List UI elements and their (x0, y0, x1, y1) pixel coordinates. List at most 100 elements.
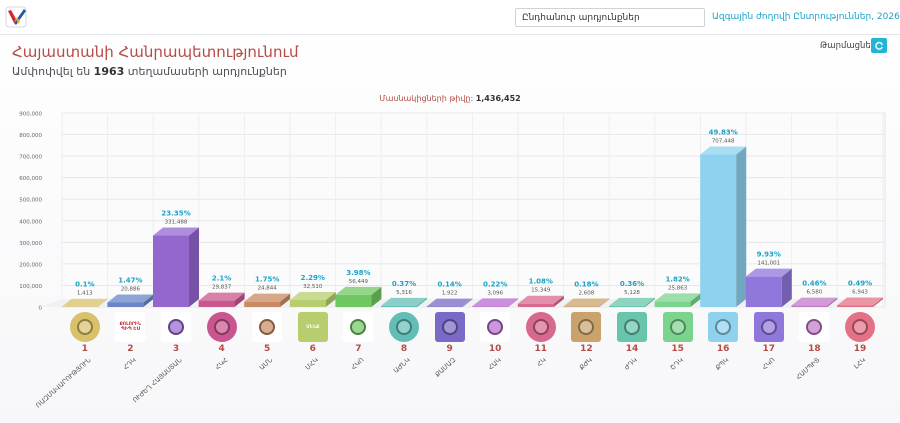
bar-front[interactable] (563, 306, 600, 307)
bar-front[interactable] (517, 303, 554, 307)
party-logo-icon[interactable] (662, 312, 693, 342)
bar-value-label: 24,844 (258, 286, 278, 292)
party-logo-icon[interactable] (617, 312, 647, 342)
bar-value-label: 56,449 (349, 279, 369, 285)
election-title-link[interactable]: Ազգային ժողովի Ընտրություններ, 2026 (712, 12, 900, 22)
bar-top (563, 298, 610, 307)
bar-front[interactable] (107, 302, 144, 307)
bar-percent-label: 0.14% (437, 281, 461, 289)
bar-top (61, 298, 108, 307)
page-title: Հայաստանի Հանրապետությունում (12, 43, 299, 61)
party-logo-icon[interactable] (389, 312, 419, 342)
party-logo-icon[interactable] (845, 312, 875, 342)
party-number: 1 (81, 344, 88, 354)
bar-front[interactable] (153, 235, 189, 307)
party-number: 8 (400, 344, 408, 354)
party-slot[interactable]: 15 ՇԴԿ (662, 312, 694, 372)
bar-front[interactable] (244, 301, 281, 307)
party-slot[interactable]: 3 ՈՒԺԵՂ ՀԱՅԱՍՏԱՆ (131, 312, 192, 404)
party-logo-icon[interactable] (571, 312, 602, 342)
party-logo-mark (760, 319, 777, 335)
bar-percent-label: 3.98% (346, 269, 370, 277)
bar-front[interactable] (289, 299, 326, 307)
party-slot[interactable]: 5 ԱՄՆ (251, 312, 283, 372)
bar-top (609, 297, 655, 306)
bar-percent-label: 1.47% (118, 276, 142, 284)
bar-side (280, 293, 291, 307)
party-logo-icon[interactable] (799, 312, 830, 342)
party-logo-icon[interactable]: ՔՈԼՈՐԻՆ ՊԻՊ ԵՍ (115, 312, 146, 342)
party-slot[interactable]: ՄԵՆՔ 6 ՄՀԿ (297, 312, 329, 372)
party-slot[interactable]: 1 ՌԱԶՄԱՎԱՐՈՒԹՅՈՒՆ (34, 312, 101, 410)
party-logo-icon[interactable] (525, 312, 556, 342)
party-number: 12 (580, 344, 593, 354)
party-slot[interactable]: 10 ՀԱԿ (479, 312, 511, 372)
bar-side (781, 268, 792, 307)
party-logo-icon[interactable] (252, 312, 283, 342)
bar-front[interactable] (472, 306, 509, 307)
y-tick-label: 900,000 (19, 112, 42, 118)
party-slot[interactable]: 16 ՔՊԿ (707, 312, 739, 372)
party-logo-mark (715, 319, 732, 335)
party-number: 15 (671, 344, 684, 354)
party-slot[interactable]: 17 ՀԿՈ (753, 312, 785, 371)
party-number: 9 (446, 344, 453, 354)
bar-value-label: 5,316 (396, 290, 412, 296)
party-logo-mark (441, 319, 458, 335)
party-slot[interactable]: 19 ԼՀԿ (844, 312, 876, 371)
bar-front[interactable] (609, 305, 645, 307)
party-logo-mark (487, 319, 504, 335)
party-slot[interactable]: 8 ԱԺՆԿ (388, 312, 420, 375)
bar-front[interactable] (654, 301, 691, 307)
refresh-label[interactable]: Թարմացնել (820, 41, 874, 51)
party-logo-icon[interactable] (69, 312, 100, 342)
party-slot[interactable]: 14 ԺԴԿ (616, 312, 648, 372)
party-slot[interactable]: 18 ՀԱՄՊԻՏ (795, 312, 830, 381)
bar-front[interactable] (198, 300, 235, 307)
party-logo-icon[interactable] (708, 312, 739, 342)
bar-front[interactable] (791, 305, 828, 307)
bar-top (289, 291, 336, 300)
bar-front[interactable] (381, 305, 417, 307)
party-logo-icon[interactable]: ՄԵՆՔ (297, 312, 328, 342)
bar-side (645, 297, 655, 307)
bar-top (700, 146, 747, 155)
bar-top (153, 227, 199, 236)
party-slot[interactable]: ՔՈԼՈՐԻՆ ՊԻՊ ԵՍ 2 ՀԴԿ (114, 312, 146, 372)
party-slot[interactable]: 7 ՀԿՈ (342, 312, 374, 371)
bar-value-label: 6,580 (807, 290, 823, 296)
party-slot[interactable]: 9 ՔԱՄԱԶ (433, 312, 466, 379)
party-logo-mark (624, 319, 640, 335)
party-slot[interactable]: 12 ՔԺԿ (570, 312, 602, 372)
bar-front[interactable] (837, 305, 873, 307)
bar-top (244, 293, 291, 302)
party-logo-icon[interactable] (434, 312, 465, 342)
bar-percent-label: 1.08% (529, 278, 553, 286)
bar-front[interactable] (745, 276, 782, 307)
bar-side (189, 227, 199, 307)
subtitle-prefix: Ամփոփվել են (12, 65, 94, 78)
bar-value-label: 5,128 (624, 290, 640, 296)
party-logo-icon[interactable] (753, 312, 784, 342)
party-logo-icon[interactable] (480, 312, 511, 342)
bar-top (837, 297, 883, 306)
participants-label: Մասնակիցների թիվը: (379, 94, 476, 103)
party-logo-mark (852, 319, 868, 335)
party-logo-icon[interactable] (206, 312, 237, 342)
bar-percent-label: 2.1% (212, 275, 231, 283)
search-input[interactable] (515, 8, 705, 27)
y-tick-label: 600,000 (19, 176, 42, 182)
bar-top (654, 293, 701, 302)
party-slot[interactable]: 4 ՀԿՀ (206, 312, 238, 371)
logo-check-icon (5, 6, 27, 28)
bar-front[interactable] (700, 154, 737, 307)
party-logo-icon[interactable] (343, 312, 374, 342)
party-number: 4 (218, 344, 225, 354)
party-logo-icon[interactable] (161, 312, 191, 342)
party-slot[interactable]: 11 ՀԿ (525, 312, 557, 368)
party-number: 5 (264, 344, 271, 354)
bar-front[interactable] (335, 294, 372, 307)
bar-side (143, 294, 154, 307)
refresh-button[interactable] (871, 38, 887, 53)
bar-percent-label: 0.36% (620, 280, 644, 288)
